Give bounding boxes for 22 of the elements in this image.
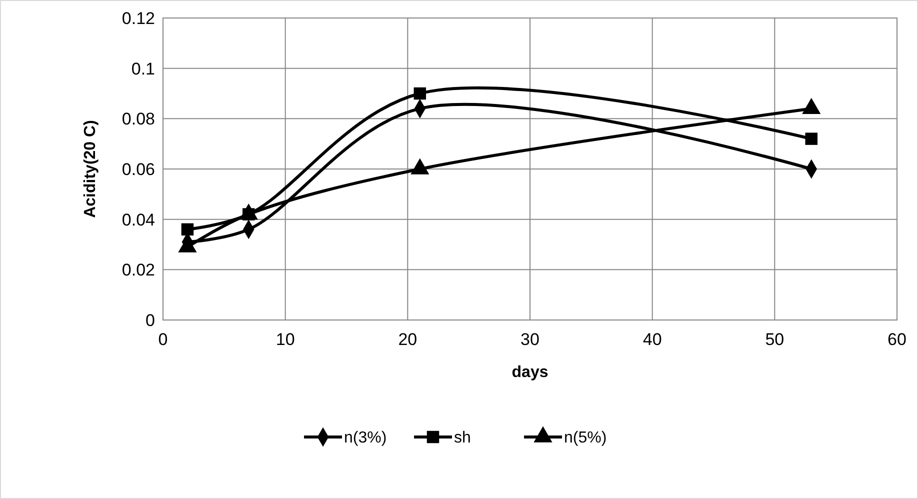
legend-label: n(5%)	[564, 430, 607, 447]
legend-label: n(3%)	[344, 430, 387, 447]
x-axis-title: days	[512, 364, 548, 381]
point	[805, 132, 818, 145]
y-tick-label: 0.1	[131, 59, 155, 78]
point	[414, 87, 426, 100]
x-tick-label: 60	[888, 330, 906, 349]
y-tick-label: 0.04	[122, 210, 155, 230]
y-tick-label: 0.06	[122, 160, 155, 179]
y-tick-label: 0.08	[122, 110, 155, 129]
legend-label: sh	[454, 430, 471, 447]
x-tick-label: 50	[765, 330, 784, 349]
x-tick-label: 0	[158, 330, 168, 349]
x-tick-label: 10	[276, 330, 295, 349]
x-tick-label: 20	[398, 330, 418, 349]
x-tick-label: 40	[642, 330, 662, 349]
y-tick-label: 0	[146, 310, 155, 330]
y-tick-label: 0.12	[122, 8, 155, 28]
x-tick-label: 30	[520, 330, 540, 349]
y-tick-label: 0.02	[122, 260, 155, 280]
y-axis-title: Acidity(20 C)	[82, 120, 99, 218]
point	[181, 223, 194, 236]
